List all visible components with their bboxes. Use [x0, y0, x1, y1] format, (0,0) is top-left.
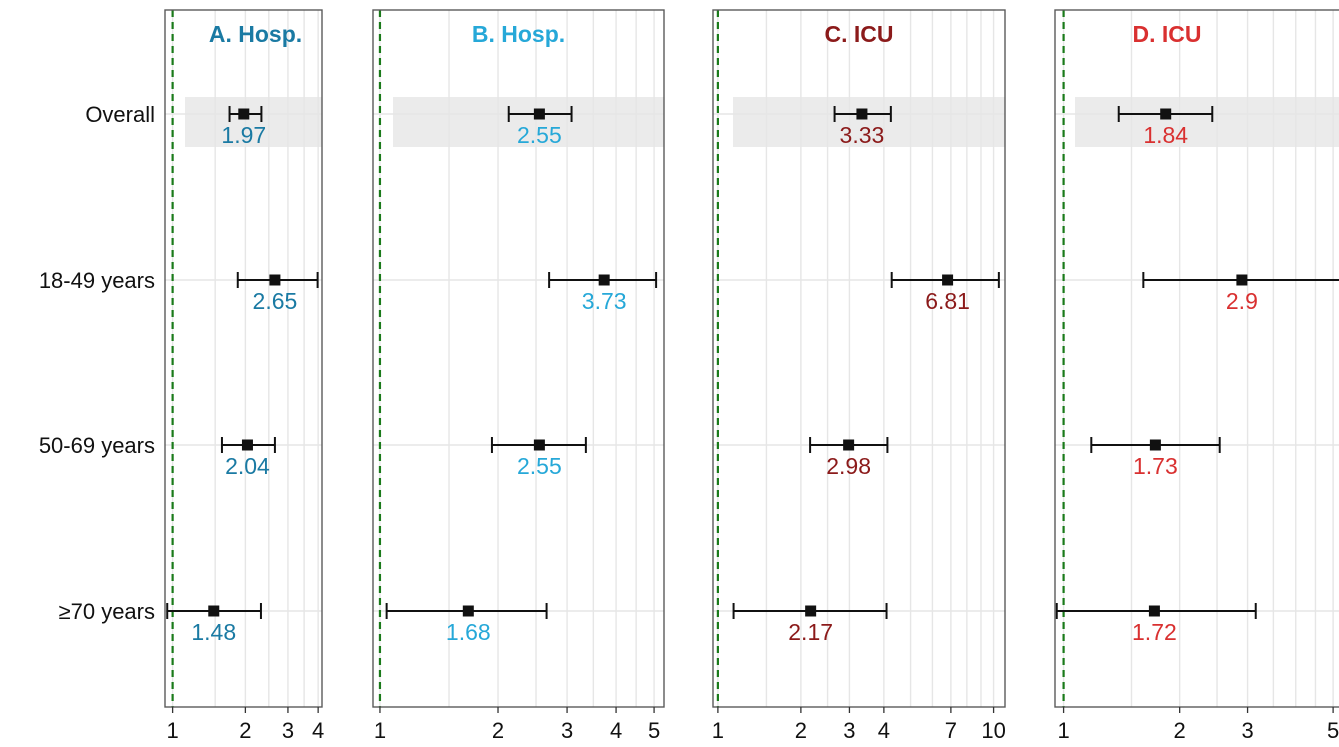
tick-label: 3 [1241, 718, 1253, 743]
estimate-label: 2.04 [225, 453, 270, 479]
tick-label: 2 [239, 718, 251, 743]
tick-label: 1 [712, 718, 724, 743]
panel-title: B. Hosp. [472, 21, 565, 47]
highlight-band [393, 97, 664, 147]
point-estimate [942, 274, 954, 286]
estimate-label: 2.65 [253, 288, 298, 314]
highlight-band [733, 97, 1005, 147]
estimate-label: 2.9 [1226, 288, 1258, 314]
tick-label: 3 [561, 718, 573, 743]
tick-label: 2 [1174, 718, 1186, 743]
panel-border [372, 9, 665, 708]
row-label-overall: Overall [85, 102, 155, 127]
point-estimate [241, 439, 253, 451]
point-estimate [843, 439, 855, 451]
estimate-label: 2.98 [826, 453, 871, 479]
estimate-label: 1.68 [446, 619, 491, 645]
tick-label: 1 [374, 718, 386, 743]
panel-c-icu: 3.33 6.81 2.98 2.17 C. ICU 1 2 3 4 7 10 [712, 9, 1006, 743]
tick-label: 4 [610, 718, 622, 743]
point-estimate [598, 274, 610, 286]
row-label-18-49-years: 18-49 years [39, 268, 155, 293]
point-estimate [805, 605, 817, 617]
tick-label: 4 [878, 718, 890, 743]
tick-label: 5 [1327, 718, 1339, 743]
estimate-label: 1.73 [1133, 453, 1178, 479]
panel-a-hosp: 1.97 2.65 2.04 1.48 A. Hosp. 1 2 3 4 [164, 9, 324, 743]
panel-border [1054, 9, 1339, 708]
panel-border [712, 9, 1006, 708]
panel-b-hosp: 2.55 3.73 2.55 1.68 B. Hosp. 1 2 3 4 5 [372, 9, 665, 743]
estimate-label: 1.84 [1143, 122, 1188, 148]
panels: 1.972.652.041.48A. Hosp.1 2 3 42.553.732.55… [164, 9, 1339, 743]
point-estimate [1236, 274, 1248, 286]
point-estimate [208, 605, 220, 617]
point-estimate [856, 108, 868, 120]
panel-title: A. Hosp. [209, 21, 302, 47]
estimate-label: 2.55 [517, 453, 562, 479]
estimate-label: 6.81 [925, 288, 970, 314]
panel-title: D. ICU [1133, 21, 1202, 47]
estimate-label: 1.97 [221, 122, 266, 148]
tick-label: 2 [795, 718, 807, 743]
point-estimate [1148, 605, 1160, 617]
tick-label: 1 [166, 718, 178, 743]
estimate-label: 1.72 [1132, 619, 1177, 645]
point-estimate [1149, 439, 1161, 451]
point-estimate [533, 439, 545, 451]
row-labels: Overall 18-49 years 50-69 years ≥70 years [39, 102, 155, 624]
point-estimate [269, 274, 281, 286]
panel-border [164, 9, 323, 708]
tick-label: 10 [981, 718, 1005, 743]
tick-label: 7 [945, 718, 957, 743]
estimate-label: 3.33 [840, 122, 885, 148]
tick-label: 4 [312, 718, 324, 743]
tick-label: 3 [282, 718, 294, 743]
estimate-label: 2.17 [788, 619, 833, 645]
point-estimate [1160, 108, 1172, 120]
point-estimate [462, 605, 474, 617]
point-estimate [533, 108, 545, 120]
tick-label: 2 [492, 718, 504, 743]
highlight-band [185, 97, 322, 147]
estimate-label: 2.55 [517, 122, 562, 148]
point-estimate [238, 108, 250, 120]
tick-label: 3 [843, 718, 855, 743]
estimate-label: 1.48 [191, 619, 236, 645]
row-label-70-years: ≥70 years [59, 599, 155, 624]
tick-label: 1 [1057, 718, 1069, 743]
estimate-label: 3.73 [582, 288, 627, 314]
tick-label: 5 [648, 718, 660, 743]
panel-d-icu: 1.84 2.9 1.73 1.72 D. ICU 1 2 3 5 [1054, 9, 1339, 743]
highlight-band [1075, 97, 1339, 147]
row-label-50-69-years: 50-69 years [39, 433, 155, 458]
panel-title: C. ICU [825, 21, 894, 47]
